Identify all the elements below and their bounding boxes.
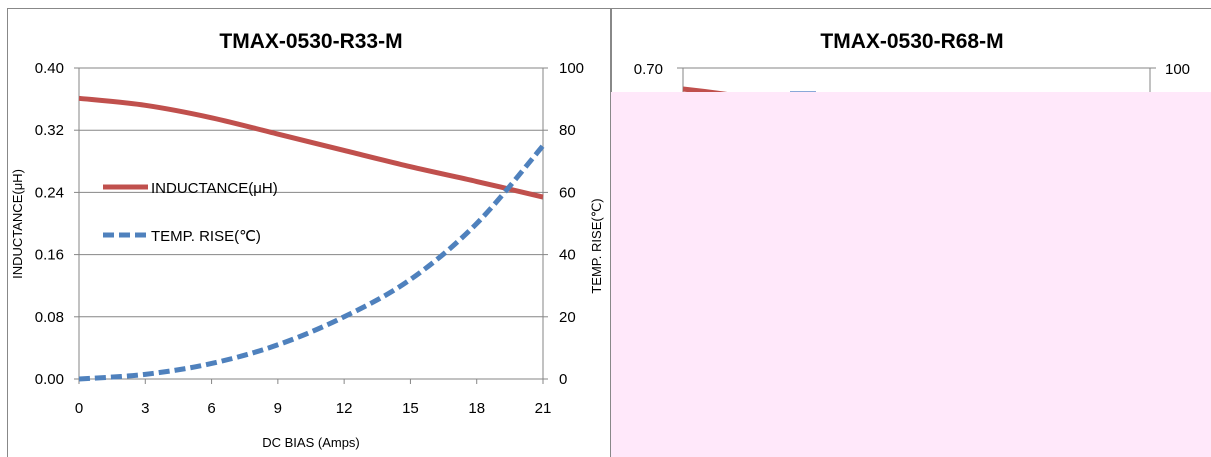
chart-title: TMAX-0530-R68-M [820,30,1003,53]
legend-label-temp-rise: TEMP. RISE(℃) [151,228,261,245]
y-tick-label: 0.40 [35,60,64,77]
y2-tick-label: 100 [559,60,584,77]
y-axis-label: INDUCTANCE(μH) [10,169,25,279]
y2-tick-label: 80 [559,122,576,139]
y2-tick-label: 100 [1165,61,1190,78]
y-tick-label: 0.00 [35,371,64,388]
x-axis-label: DC BIAS (Amps) [262,435,360,450]
chart-panel-left [7,8,611,457]
x-tick-label: 0 [75,400,83,417]
x-tick-label: 21 [535,400,552,417]
y2-tick-label: 0 [559,371,567,388]
y-tick-label: 0.16 [35,247,64,264]
chart-title: TMAX-0530-R33-M [219,30,402,53]
x-tick-label: 3 [141,400,149,417]
y2-tick-label: 20 [559,309,576,326]
y2-axis-label: TEMP. RISE(℃) [589,198,604,293]
legend-label-inductance: INDUCTANCE(μH) [151,180,278,197]
x-tick-label: 15 [402,400,419,417]
x-tick-label: 12 [336,400,353,417]
y-tick-label: 0.08 [35,309,64,326]
y2-tick-label: 60 [559,184,576,201]
x-tick-label: 18 [468,400,485,417]
y-tick-label: 0.70 [634,61,663,78]
x-tick-label: 9 [274,400,282,417]
y-tick-label: 0.24 [35,184,64,201]
inductance-series-line [78,95,544,200]
y2-tick-label: 40 [559,247,576,264]
x-tick-label: 6 [207,400,215,417]
image-overlay-region [611,92,1211,457]
temp-rise-series-line [78,144,545,382]
y-tick-label: 0.32 [35,122,64,139]
